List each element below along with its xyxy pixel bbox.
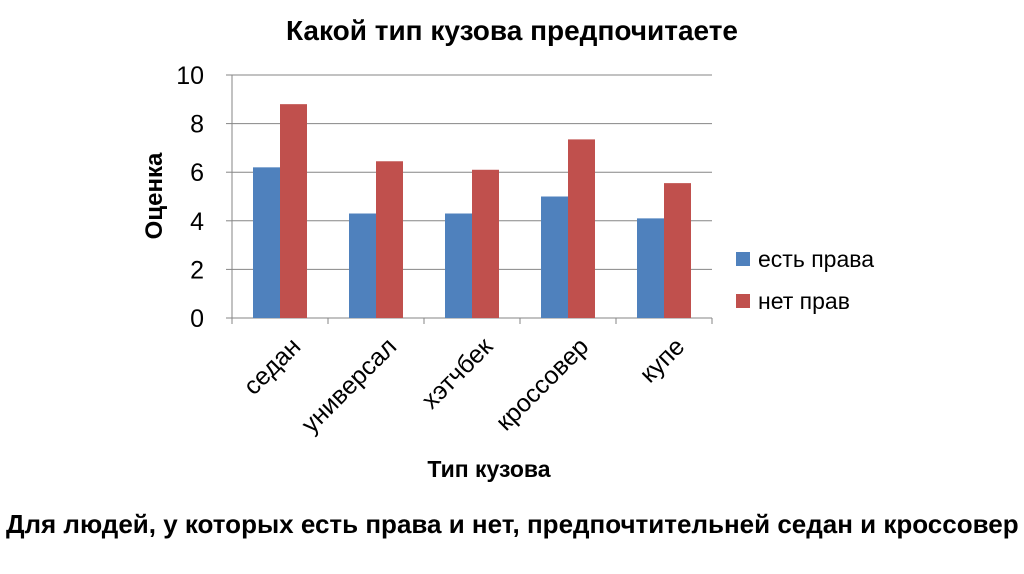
bar-net-prav (376, 161, 403, 318)
bar-net-prav (280, 104, 307, 318)
bar-net-prav (472, 169, 499, 318)
x-tick-label: универсал (296, 332, 402, 438)
y-tick-label: 0 (190, 305, 204, 333)
y-tick-label: 6 (190, 159, 204, 187)
chart-title: Какой тип кузова предпочитаете (286, 15, 738, 46)
legend: есть права нет прав (736, 246, 874, 314)
bar-net-prav (664, 183, 691, 318)
legend-label: нет прав (758, 288, 850, 314)
caption-text: Для людей, у которых есть права и нет, п… (6, 509, 1019, 539)
y-tick-label: 2 (190, 256, 204, 284)
y-axis-label: Оценка (141, 152, 168, 239)
x-tick-label: хэтчбек (416, 332, 499, 415)
x-axis (231, 317, 713, 324)
bar-net-prav (568, 139, 595, 318)
y-tick-label: 10 (176, 62, 204, 90)
bars (253, 104, 691, 318)
y-axis: 0 2 4 6 8 10 (176, 62, 233, 333)
x-axis-label: Тип кузова (427, 456, 550, 482)
y-tick-label: 8 (190, 111, 204, 139)
x-tick-label: седан (238, 332, 306, 400)
bar-chart: Какой тип кузова предпочитаете 0 2 4 6 8 10 с… (141, 15, 874, 482)
bar-est-prava (349, 213, 376, 318)
bar-est-prava (445, 213, 472, 318)
legend-label: есть права (758, 246, 874, 272)
legend-swatch (736, 252, 750, 266)
bar-est-prava (253, 167, 280, 318)
legend-swatch (736, 294, 750, 308)
bar-est-prava (541, 196, 568, 318)
bar-est-prava (637, 218, 664, 318)
x-tick-label: купе (634, 332, 690, 388)
x-tick-label: кроссовер (490, 332, 594, 436)
y-tick-label: 4 (190, 208, 204, 236)
